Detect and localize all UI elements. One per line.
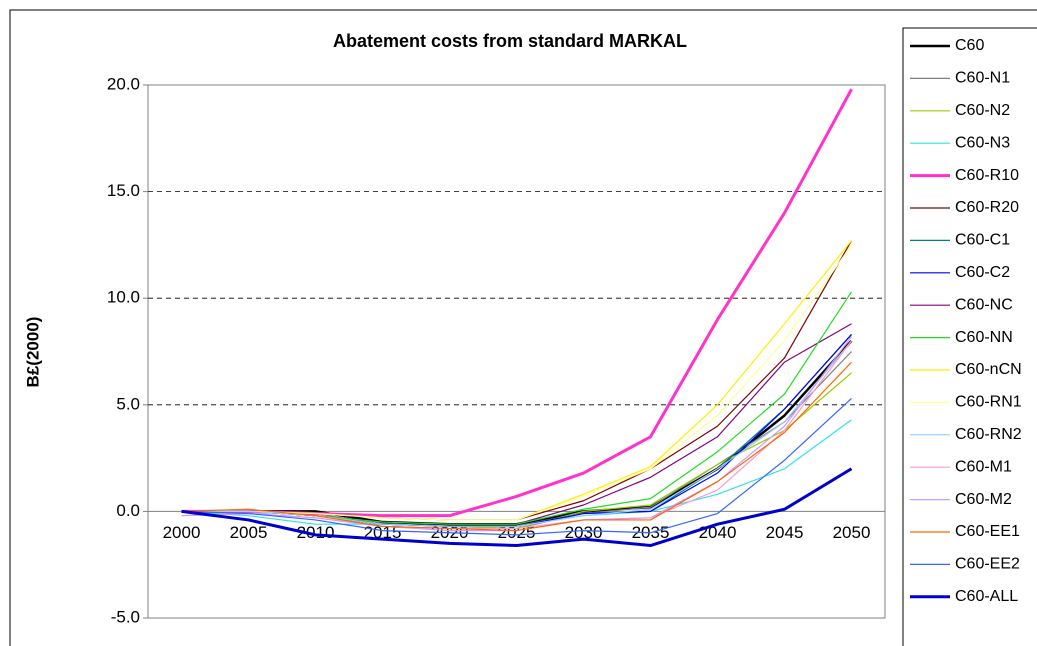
legend-label: C60-N3: [955, 134, 1010, 151]
series-line: [181, 340, 852, 527]
legend-label: C60-NN: [955, 329, 1013, 346]
y-tick-label: 20.0: [107, 74, 140, 93]
y-tick-label: -5.0: [111, 607, 140, 626]
legend-label: C60-R10: [955, 167, 1019, 184]
x-tick-label: 2050: [833, 523, 871, 542]
y-tick-label: 5.0: [116, 394, 140, 413]
series-line: [181, 397, 852, 536]
y-axis-label: B£(2000): [23, 317, 42, 388]
legend-label: C60-EE2: [955, 556, 1020, 573]
y-tick-label: 10.0: [107, 288, 140, 307]
series-line: [181, 467, 853, 548]
legend-label: C60-NC: [955, 296, 1013, 313]
legend-label: C60-M2: [955, 491, 1012, 508]
y-tick-label: 0.0: [116, 501, 140, 520]
series-line: [181, 244, 852, 521]
legend-label: C60-RN1: [955, 394, 1022, 411]
legend-label: C60: [955, 37, 984, 54]
x-tick-label: 2005: [230, 523, 268, 542]
legend-label: C60-M1: [955, 458, 1012, 475]
chart-title: Abatement costs from standard MARKAL: [333, 31, 687, 51]
legend-label: C60-EE1: [955, 523, 1020, 540]
legend-label: C60-C1: [955, 232, 1010, 249]
legend-label: C60-R20: [955, 199, 1019, 216]
x-tick-label: 2010: [297, 523, 335, 542]
x-tick-label: 2045: [766, 523, 804, 542]
legend-label: C60-ALL: [955, 588, 1018, 605]
legend-label: C60-N1: [955, 70, 1010, 87]
x-tick-label: 2000: [163, 523, 201, 542]
legend-label: C60-nCN: [955, 361, 1022, 378]
series-line: [181, 361, 852, 532]
legend-label: C60-N2: [955, 102, 1010, 119]
y-tick-label: 15.0: [107, 181, 140, 200]
legend-label: C60-RN2: [955, 426, 1022, 443]
legend-label: C60-C2: [955, 264, 1010, 281]
x-tick-label: 2030: [565, 523, 603, 542]
